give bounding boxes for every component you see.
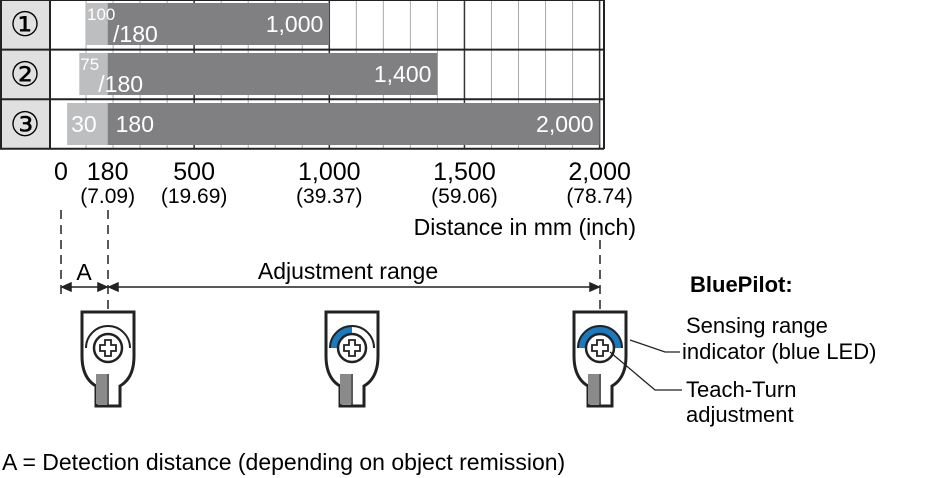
tick-label-inch: (7.09) <box>80 185 135 208</box>
cross-slot-icon <box>591 339 609 357</box>
bar-end-label: 2,000 <box>536 111 594 137</box>
bar-min-range <box>79 53 108 95</box>
bar-max-range <box>107 103 600 145</box>
row-label: ③ <box>10 106 40 144</box>
row-label: ② <box>10 56 40 94</box>
tick-label: 180 <box>87 158 129 186</box>
teach-turn-leader-line <box>609 351 682 391</box>
bar-min-range <box>86 3 108 45</box>
tab-gray <box>588 374 599 404</box>
bar-min-label-sup: 30 <box>71 111 97 137</box>
sensing-range-label-2: indicator (blue LED) <box>682 339 876 364</box>
tick-label: 1,500 <box>433 158 496 186</box>
teach-turn-icon-mid <box>324 310 380 408</box>
bar-min-label-sup: 100 <box>87 5 115 24</box>
tab-gray <box>96 374 107 404</box>
a-arrow <box>60 281 109 293</box>
led-arc-icon <box>578 326 622 348</box>
bar-min-label-sub: /180 <box>98 71 143 97</box>
sensing-range-label-1: Sensing range <box>686 313 828 338</box>
teach-turn-icon-max <box>572 310 628 408</box>
teach-turn-label-2: adjustment <box>686 402 794 427</box>
cross-slot-icon <box>343 339 361 357</box>
bar-min-label-sup: 75 <box>80 55 99 74</box>
led-ring <box>85 325 131 349</box>
tick-label: 2,000 <box>568 158 631 186</box>
tick-label-inch: (78.74) <box>566 185 633 208</box>
x-axis-label: Distance in mm (inch) <box>414 214 636 240</box>
tick-label-inch: (39.37) <box>296 185 363 208</box>
tick-label: 0 <box>54 158 68 186</box>
a-label: A <box>76 259 92 285</box>
adjustment-range-label: Adjustment range <box>258 258 438 284</box>
teach-turn-label-1: Teach-Turn <box>686 377 796 402</box>
bar-max-range <box>107 3 330 45</box>
row-label: ① <box>10 6 40 44</box>
tab-gray <box>340 374 351 404</box>
cross-slot-icon <box>99 339 117 357</box>
bar-end-label: 1,000 <box>266 11 324 37</box>
footnote: A = Detection distance (depending on obj… <box>2 449 565 475</box>
led-leader-line <box>629 339 680 353</box>
row-label-column <box>0 0 50 149</box>
tick-label: 500 <box>173 158 215 186</box>
led-ring <box>577 325 623 349</box>
teach-turn-icon-min <box>80 310 136 408</box>
bar-min-label-sub: 180 <box>116 111 154 137</box>
led-ring <box>329 325 375 349</box>
bluepilot-title: BluePilot: <box>690 272 793 297</box>
range-chart: ① 1,000 100/180 ② 1,400 75/180 ③ 2,000 30 180 0 180… <box>0 0 633 208</box>
adjustment-range-arrow <box>107 281 601 293</box>
bar-max-range <box>107 53 438 95</box>
tick-label-inch: (59.06) <box>431 185 498 208</box>
bar-end-label: 1,400 <box>374 61 432 87</box>
tick-label: 1,000 <box>298 158 361 186</box>
led-arc-icon <box>330 326 352 348</box>
bar-min-range <box>67 103 108 145</box>
bar-min-label-sub: /180 <box>113 21 158 47</box>
tick-label-inch: (19.69) <box>161 185 228 208</box>
